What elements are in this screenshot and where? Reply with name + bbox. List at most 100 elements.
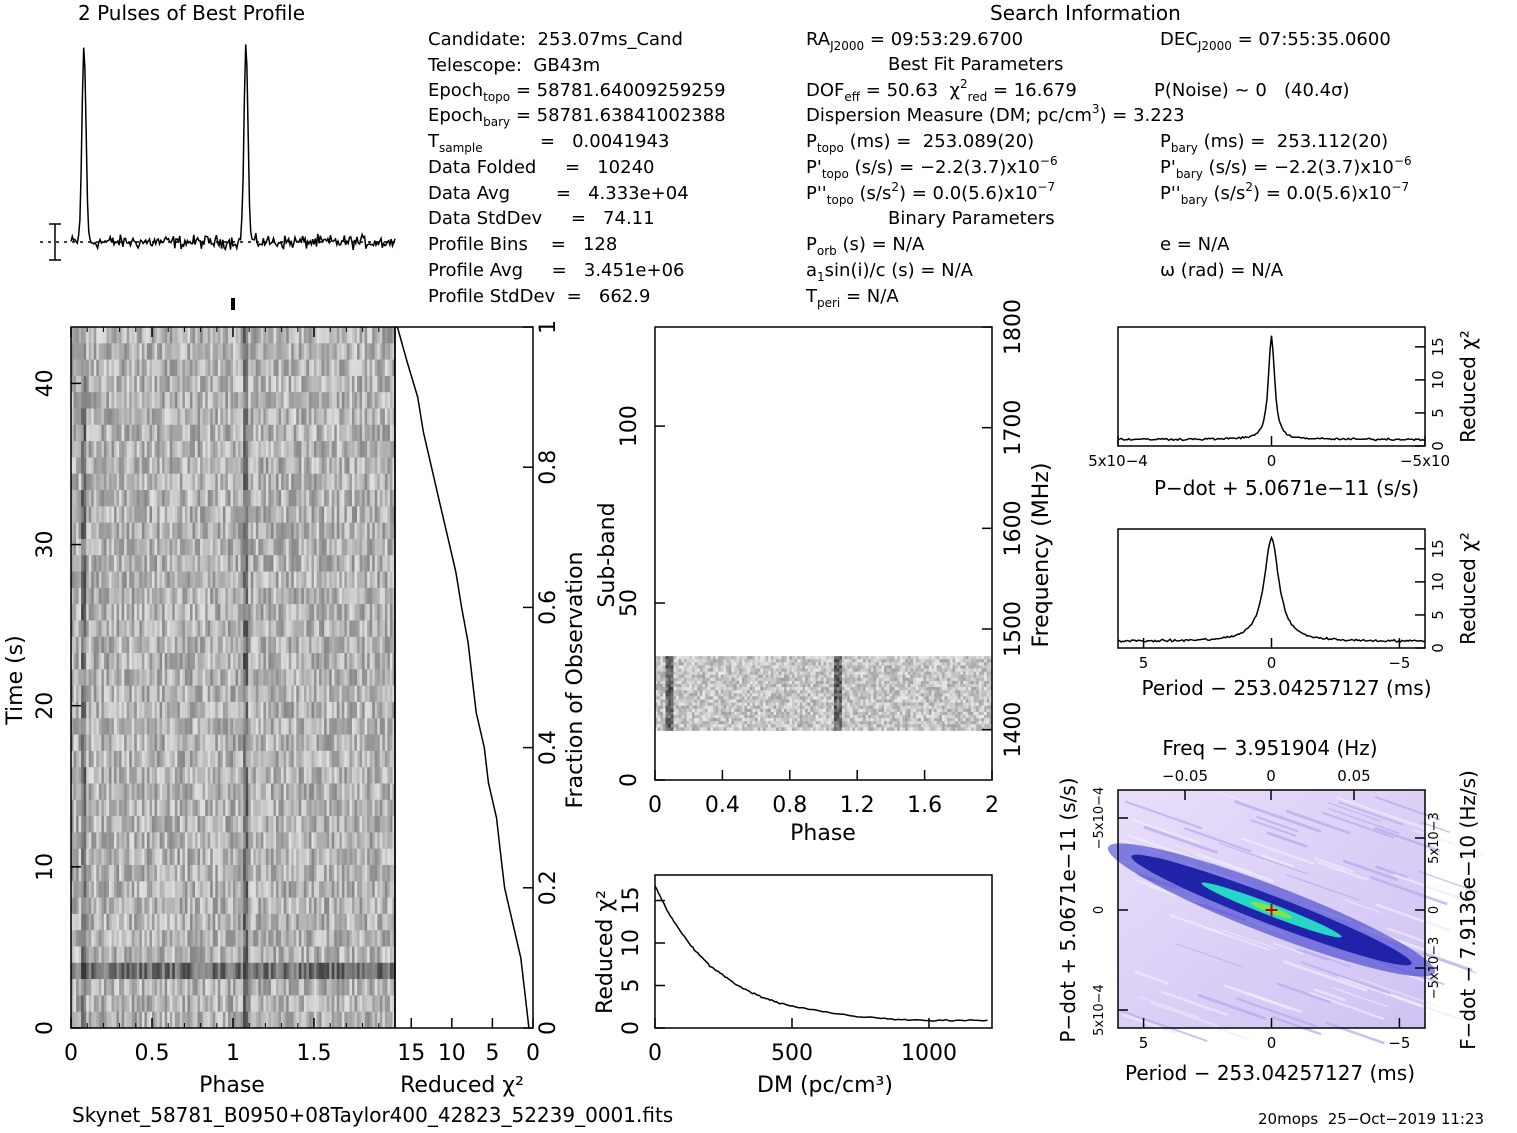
heatmap-cell bbox=[73, 718, 77, 735]
heatmap-cell bbox=[384, 473, 388, 491]
heatmap-cell bbox=[314, 620, 317, 638]
heatmap-cell bbox=[207, 701, 211, 719]
heatmap-cell bbox=[220, 799, 224, 817]
heatmap-cell bbox=[116, 457, 120, 475]
heatmap-cell bbox=[314, 522, 317, 540]
heatmap-cell bbox=[364, 441, 368, 458]
heatmap-cell bbox=[119, 799, 123, 817]
heatmap-cell bbox=[212, 750, 216, 768]
heatmap-cell bbox=[281, 441, 285, 458]
heatmap-cell bbox=[215, 457, 219, 475]
heatmap-cell bbox=[326, 701, 330, 719]
heatmap-cell bbox=[169, 946, 173, 964]
heatmap-cell bbox=[283, 701, 287, 719]
heatmap-cell bbox=[243, 555, 247, 572]
heatmap-cell bbox=[217, 359, 221, 377]
heatmap-cell bbox=[354, 571, 358, 589]
heatmap-cell bbox=[392, 604, 396, 621]
heatmap-cell bbox=[278, 718, 282, 735]
heatmap-cell bbox=[341, 636, 345, 654]
heatmap-cell bbox=[341, 685, 345, 703]
heatmap-cell bbox=[167, 718, 171, 735]
heatmap-cell bbox=[379, 375, 383, 393]
heatmap-cell bbox=[149, 473, 153, 491]
heatmap-cell bbox=[134, 506, 138, 524]
heatmap-cell bbox=[159, 457, 163, 475]
heatmap-cell bbox=[265, 881, 269, 898]
heatmap-cell bbox=[154, 620, 158, 638]
heatmap-cell bbox=[382, 767, 386, 784]
heatmap-cell bbox=[351, 408, 355, 426]
heatmap-cell bbox=[233, 946, 236, 964]
heatmap-cell bbox=[207, 864, 211, 882]
heatmap-cell bbox=[344, 620, 348, 638]
heatmap-cell bbox=[73, 930, 77, 947]
heatmap-cell bbox=[346, 571, 350, 589]
heatmap-cell bbox=[316, 701, 320, 719]
heatmap-cell bbox=[260, 930, 264, 947]
heatmap-cell bbox=[293, 441, 297, 458]
heatmap-cell bbox=[316, 620, 320, 638]
heatmap-cell bbox=[369, 799, 373, 817]
heatmap-cell bbox=[250, 522, 254, 540]
heatmap-cell bbox=[169, 424, 173, 442]
heatmap-cell bbox=[258, 864, 262, 882]
heatmap-cell bbox=[157, 913, 160, 931]
heatmap-cell bbox=[167, 946, 171, 964]
heatmap-cell bbox=[374, 392, 378, 409]
heatmap-cell bbox=[240, 620, 244, 638]
heatmap-cell bbox=[71, 327, 74, 344]
heatmap-cell bbox=[377, 767, 381, 784]
heatmap-cell bbox=[273, 441, 277, 458]
heatmap-cell bbox=[154, 930, 158, 947]
heatmap-cell bbox=[217, 473, 221, 491]
heatmap-cell bbox=[172, 392, 176, 409]
heatmap-cell bbox=[270, 799, 274, 817]
heatmap-cell bbox=[367, 750, 371, 768]
heatmap-cell bbox=[263, 816, 267, 833]
heatmap-cell bbox=[210, 441, 214, 458]
heatmap-cell bbox=[220, 522, 224, 540]
heatmap-cell bbox=[220, 408, 224, 426]
heatmap-cell bbox=[349, 816, 353, 833]
heatmap-cell bbox=[152, 490, 155, 507]
heatmap-cell bbox=[240, 946, 244, 964]
heatmap-cell bbox=[321, 490, 325, 507]
heatmap-cell bbox=[217, 555, 221, 572]
heatmap-cell bbox=[86, 571, 90, 589]
heatmap-cell bbox=[200, 359, 204, 377]
heatmap-cell bbox=[357, 669, 360, 687]
heatmap-cell bbox=[377, 490, 381, 507]
heatmap-cell bbox=[230, 685, 234, 703]
heatmap-cell bbox=[96, 946, 100, 964]
heatmap-cell bbox=[283, 555, 287, 572]
heatmap-cell bbox=[314, 799, 317, 817]
heatmap-cell bbox=[311, 718, 315, 735]
heatmap-cell bbox=[250, 506, 254, 524]
heatmap-cell bbox=[326, 457, 330, 475]
heatmap-cell bbox=[200, 832, 204, 850]
heatmap-cell bbox=[346, 457, 350, 475]
heatmap-cell bbox=[303, 620, 307, 638]
heatmap-cell bbox=[116, 946, 120, 964]
heatmap-cell bbox=[268, 636, 272, 654]
heatmap-cell bbox=[351, 864, 355, 882]
heatmap-cell bbox=[362, 327, 366, 344]
heatmap-cell bbox=[195, 718, 198, 735]
heatmap-cell bbox=[233, 636, 236, 654]
heatmap-cell bbox=[172, 783, 176, 801]
heatmap-cell bbox=[195, 685, 198, 703]
heatmap-cell bbox=[324, 408, 328, 426]
heatmap-cell bbox=[195, 930, 198, 947]
heatmap-cell bbox=[288, 587, 292, 605]
heatmap-cell bbox=[182, 408, 186, 426]
heatmap-cell bbox=[268, 327, 272, 344]
heatmap-cell bbox=[392, 587, 396, 605]
heatmap-cell bbox=[341, 538, 345, 556]
heatmap-cell bbox=[316, 522, 320, 540]
heatmap-cell bbox=[372, 327, 376, 344]
heatmap-cell bbox=[71, 946, 74, 964]
heatmap-cell bbox=[283, 783, 287, 801]
heatmap-cell bbox=[83, 685, 87, 703]
heatmap-cell bbox=[270, 897, 274, 915]
